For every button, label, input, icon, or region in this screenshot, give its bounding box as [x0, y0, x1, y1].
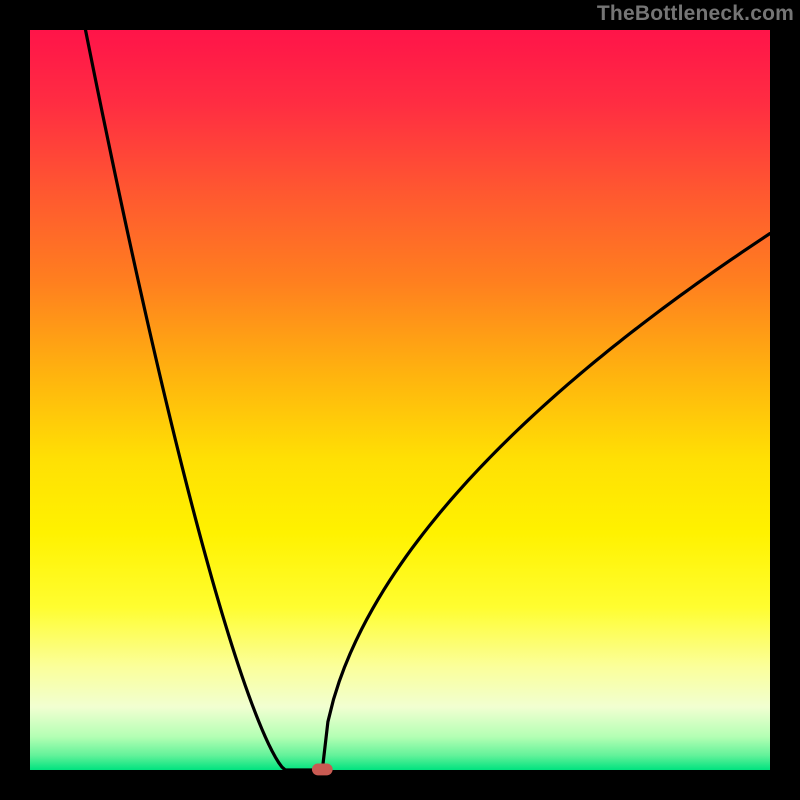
- minimum-marker: [312, 763, 333, 775]
- watermark-text: TheBottleneck.com: [597, 2, 794, 26]
- chart-container: TheBottleneck.com: [0, 0, 800, 800]
- chart-svg: [0, 0, 800, 800]
- plot-background: [30, 30, 770, 770]
